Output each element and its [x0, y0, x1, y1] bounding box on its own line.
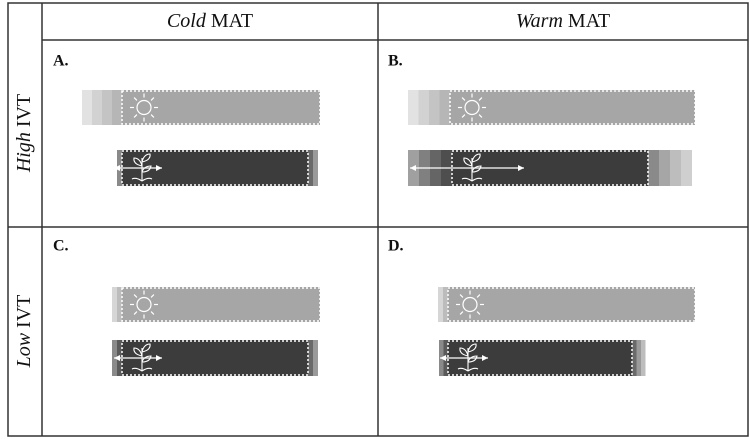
- panel-label: D.: [388, 238, 404, 255]
- column-header-text: MAT: [568, 10, 610, 32]
- gradient-stripe: [648, 150, 659, 186]
- row-header-em: High: [13, 132, 35, 173]
- row-header-text: IVT: [13, 94, 35, 127]
- dotted-outline: [121, 90, 321, 125]
- sun-ray: [478, 97, 483, 101]
- gradient-stripe: [313, 340, 318, 376]
- sun-ray: [150, 294, 155, 298]
- gradient-stripe: [313, 150, 318, 186]
- gradient-stripe: [82, 90, 92, 125]
- gradient-stripe: [117, 287, 122, 322]
- gradient-stripe: [308, 340, 313, 376]
- row-header-text: IVT: [13, 295, 35, 328]
- gradient-stripe: [102, 90, 112, 125]
- sun-ray: [459, 294, 464, 298]
- plant-icon: [461, 153, 483, 182]
- sun-icon: [464, 99, 480, 116]
- row-header: High IVT: [13, 94, 35, 173]
- column-header: Warm MAT: [516, 10, 610, 32]
- column-header: Cold MAT: [167, 10, 253, 32]
- column-header-em: Warm: [516, 10, 563, 32]
- sun-ray: [476, 311, 481, 315]
- panel-label: A.: [53, 53, 69, 70]
- sun-icon: [462, 296, 478, 313]
- arrow-head: [114, 355, 162, 361]
- arrow-head: [114, 165, 162, 171]
- gradient-stripe: [112, 287, 117, 322]
- row-header: Low IVT: [13, 295, 35, 369]
- dotted-outline: [447, 340, 633, 376]
- row-header-em: Low: [13, 332, 35, 368]
- gradient-stripe: [632, 340, 637, 376]
- sun-ray: [476, 294, 481, 298]
- dotted-outline: [449, 90, 696, 125]
- gradient-stripe: [636, 340, 641, 376]
- sun-icon: [136, 296, 152, 313]
- bar: [122, 287, 320, 322]
- gradient-stripe: [681, 150, 692, 186]
- dotted-outline: [121, 150, 309, 186]
- sun-ray: [461, 114, 466, 118]
- sun-ray: [461, 97, 466, 101]
- gradient-stripe: [112, 90, 122, 125]
- arrow-head: [440, 355, 488, 361]
- sun-ray: [133, 311, 138, 315]
- gradient-stripe: [641, 340, 646, 376]
- panel-label: C.: [53, 238, 69, 255]
- dotted-outline: [451, 150, 649, 186]
- sun-ray: [150, 114, 155, 118]
- sun-ray: [478, 114, 483, 118]
- sun-ray: [133, 114, 138, 118]
- gradient-stripe: [308, 150, 313, 186]
- gradient-stripe: [408, 90, 419, 125]
- plant-icon: [131, 153, 153, 182]
- sun-ray: [459, 311, 464, 315]
- sun-icon: [136, 99, 152, 116]
- sun-ray: [133, 294, 138, 298]
- gradient-stripe: [659, 150, 670, 186]
- plant-icon: [457, 343, 479, 372]
- plant-icon: [131, 343, 153, 372]
- sun-ray: [133, 97, 138, 101]
- bar: [122, 90, 320, 125]
- gradient-stripe: [439, 90, 450, 125]
- gradient-stripe: [443, 287, 448, 322]
- column-header-text: MAT: [211, 10, 253, 32]
- column-header-em: Cold: [167, 10, 207, 32]
- dotted-outline: [121, 340, 309, 376]
- gradient-stripe: [438, 287, 443, 322]
- gradient-stripe: [670, 150, 681, 186]
- gradient-stripe: [92, 90, 102, 125]
- panel-label: B.: [388, 53, 403, 70]
- sun-ray: [150, 311, 155, 315]
- bar: [448, 287, 695, 322]
- gradient-stripe: [429, 90, 440, 125]
- gradient-stripe: [418, 90, 429, 125]
- dotted-outline: [121, 287, 321, 322]
- bar: [450, 90, 695, 125]
- sun-ray: [150, 97, 155, 101]
